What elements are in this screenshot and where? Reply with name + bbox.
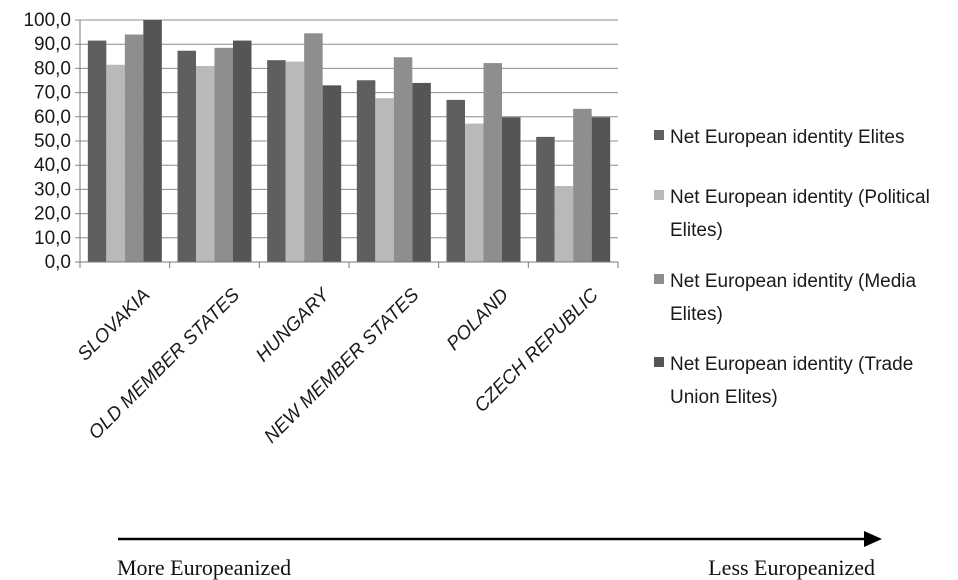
bar bbox=[106, 64, 125, 263]
bar bbox=[502, 117, 521, 262]
x-tick-label: POLAND bbox=[443, 284, 513, 354]
bar bbox=[465, 123, 484, 263]
y-tick-labels: 0,0 10,0 20,0 30,0 40,0 50,0 60,0 70,0 80,0 90,0 1… bbox=[23, 10, 71, 273]
x-tick-label: SLOVAKIA bbox=[74, 285, 155, 366]
europeanization-arrow bbox=[118, 531, 882, 547]
bar bbox=[322, 85, 342, 262]
less-europeanized-label: Less Europeanized bbox=[708, 555, 875, 580]
bar bbox=[412, 82, 431, 262]
legend-label: Net European identity (Political bbox=[670, 187, 930, 208]
bars bbox=[87, 20, 611, 263]
bar bbox=[375, 98, 394, 262]
bar bbox=[393, 57, 413, 262]
legend: Net European identity Elites Net European… bbox=[654, 127, 930, 408]
bar bbox=[87, 40, 107, 262]
bar bbox=[554, 186, 574, 262]
bar bbox=[177, 50, 196, 262]
legend-label: Union Elites) bbox=[670, 387, 778, 408]
legend-label: Elites) bbox=[670, 220, 723, 241]
bar bbox=[214, 47, 233, 262]
bar bbox=[446, 99, 465, 262]
more-europeanized-label: More Europeanized bbox=[117, 555, 291, 580]
legend-label: Net European identity (Trade bbox=[670, 354, 913, 375]
x-tick-label: HUNGARY bbox=[252, 284, 334, 366]
bar bbox=[591, 117, 611, 262]
y-tick-label: 0,0 bbox=[45, 252, 71, 273]
y-tick-label: 50,0 bbox=[34, 131, 71, 152]
legend-label: Net European identity Elites bbox=[670, 127, 904, 148]
axes bbox=[79, 20, 619, 268]
legend-label: Elites) bbox=[670, 304, 723, 325]
bar bbox=[304, 33, 323, 263]
bar bbox=[573, 108, 592, 263]
y-tick-label: 20,0 bbox=[34, 204, 71, 225]
bar bbox=[536, 136, 555, 262]
y-tick-label: 80,0 bbox=[34, 58, 71, 79]
y-tick-label: 30,0 bbox=[34, 179, 71, 200]
bar bbox=[267, 60, 286, 263]
y-tick-label: 10,0 bbox=[34, 228, 71, 249]
y-tick-label: 90,0 bbox=[34, 34, 71, 55]
y-tick-label: 60,0 bbox=[34, 107, 71, 128]
x-tick-label: OLD MEMBER STATES bbox=[85, 284, 244, 443]
bar bbox=[143, 20, 162, 262]
bar bbox=[483, 63, 502, 262]
bar bbox=[196, 65, 215, 262]
legend-label: Net European identity (Media bbox=[670, 271, 917, 292]
y-tick-label: 70,0 bbox=[34, 83, 71, 104]
y-tick-label: 100,0 bbox=[23, 10, 71, 31]
y-tick-label: 40,0 bbox=[34, 155, 71, 176]
legend-swatch bbox=[654, 274, 664, 284]
arrow-head bbox=[864, 531, 882, 547]
legend-swatch bbox=[654, 130, 664, 140]
bar bbox=[285, 61, 305, 263]
gridlines bbox=[75, 19, 618, 263]
bar bbox=[233, 40, 252, 262]
legend-swatch bbox=[654, 190, 664, 200]
bar bbox=[124, 34, 144, 262]
bar bbox=[356, 80, 376, 263]
legend-swatch bbox=[654, 357, 664, 367]
x-tick-label: NEW MEMBER STATES bbox=[260, 284, 423, 447]
